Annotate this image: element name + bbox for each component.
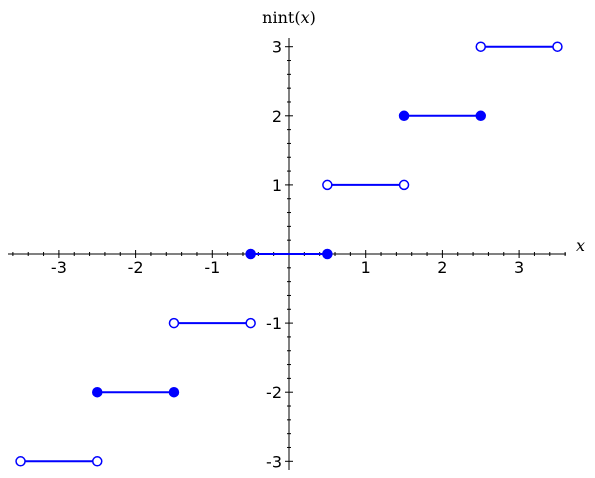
y-tick-label: 2 [272, 107, 282, 126]
nint-series [15, 41, 563, 467]
y-axis-label-variable: x [301, 8, 310, 27]
x-axis-label: x [576, 236, 585, 255]
closed-endpoint [475, 110, 486, 122]
closed-endpoint [245, 248, 256, 260]
open-endpoint [15, 456, 26, 467]
x-tick-label: -1 [204, 258, 220, 277]
y-axis-label-prefix: nint( [262, 8, 300, 27]
axis-ticks [12, 46, 566, 462]
x-tick-label: -3 [51, 258, 67, 277]
closed-endpoint [322, 248, 333, 260]
closed-endpoint [398, 110, 410, 122]
open-endpoint [245, 317, 256, 329]
y-tick-label: -2 [266, 383, 282, 402]
y-axis-label: nint(x) [262, 8, 316, 27]
x-tick-label: -2 [128, 258, 144, 277]
x-tick-label: 3 [514, 258, 524, 277]
open-endpoint [552, 41, 563, 52]
open-endpoint [398, 179, 410, 191]
y-tick-label: -3 [266, 452, 282, 471]
open-endpoint [168, 317, 180, 329]
y-tick-label: -1 [266, 314, 282, 333]
y-tick-label: 1 [272, 176, 282, 195]
axis-tick-labels: -3 -2 -1 1 2 3 3 2 1 -1 -2 -3 [51, 38, 524, 472]
x-tick-label: 1 [361, 258, 371, 277]
open-endpoint [92, 456, 103, 467]
y-axis-label-suffix: ) [310, 8, 316, 27]
x-tick-label: 2 [437, 258, 447, 277]
open-endpoint [475, 41, 486, 52]
y-tick-label: 3 [272, 38, 282, 57]
closed-endpoint [168, 386, 180, 398]
open-endpoint [322, 179, 333, 191]
closed-endpoint [92, 386, 103, 398]
